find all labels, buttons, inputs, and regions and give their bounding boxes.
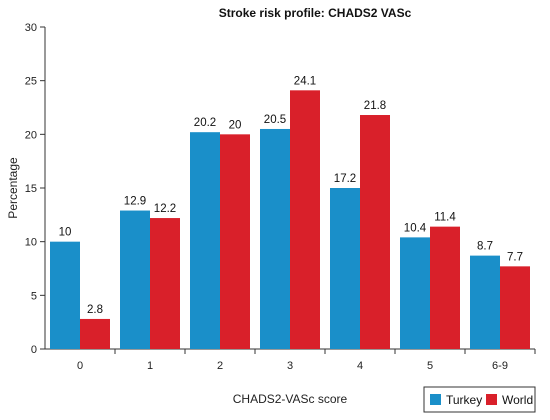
y-tick-label: 15 bbox=[25, 183, 37, 195]
bar-world-5 bbox=[430, 226, 460, 349]
y-axis-label: Percentage bbox=[6, 157, 20, 219]
bar-world-3 bbox=[290, 90, 320, 350]
data-label-turkey-1: 12.9 bbox=[124, 196, 146, 208]
bar-world-0 bbox=[80, 318, 110, 349]
x-axis-label: CHADS2-VASc score bbox=[233, 392, 348, 406]
bar-turkey-4 bbox=[330, 188, 360, 349]
x-tick-label: 0 bbox=[77, 360, 83, 372]
data-label-world-4: 21.8 bbox=[364, 100, 386, 112]
bar-turkey-6-9 bbox=[470, 255, 500, 349]
data-label-turkey-4: 17.2 bbox=[334, 173, 356, 185]
y-tick-label: 25 bbox=[25, 76, 37, 88]
legend-label-turkey: Turkey bbox=[446, 393, 482, 407]
data-label-turkey-2: 20.2 bbox=[194, 117, 216, 129]
data-label-world-6-9: 7.7 bbox=[507, 251, 523, 263]
x-tick-label: 1 bbox=[147, 360, 153, 372]
legend-swatch-world bbox=[486, 394, 497, 405]
chart-title: Stroke risk profile: CHADS2 VASc bbox=[219, 6, 412, 20]
bar-world-2 bbox=[220, 134, 250, 349]
bar-world-1 bbox=[150, 218, 180, 349]
data-label-world-0: 2.8 bbox=[87, 304, 103, 316]
data-label-world-5: 11.4 bbox=[434, 212, 456, 224]
x-tick-label: 6-9 bbox=[492, 360, 508, 372]
data-label-turkey-6-9: 8.7 bbox=[477, 241, 493, 253]
data-label-turkey-5: 10.4 bbox=[404, 222, 427, 234]
y-tick-label: 30 bbox=[25, 22, 37, 34]
x-tick-label: 3 bbox=[287, 360, 293, 372]
data-labels-group: 10 2.8 12.9 12.2 20.2 20 24.1 17.2 21.8 10.4 11.4 8… bbox=[59, 75, 523, 316]
data-label-turkey-0: 10 bbox=[59, 227, 72, 239]
legend-box bbox=[423, 386, 536, 413]
data-label-world-3: 24.1 bbox=[294, 75, 316, 87]
bar-turkey-1 bbox=[120, 210, 150, 349]
bar-turkey-5 bbox=[400, 237, 430, 349]
x-tick-label: 5 bbox=[427, 360, 433, 372]
y-tick-label: 20 bbox=[25, 129, 37, 141]
y-tick-label: 0 bbox=[31, 344, 37, 356]
x-tick-label: 4 bbox=[357, 360, 363, 372]
bar-turkey-3 bbox=[260, 128, 290, 349]
y-tick-label: 10 bbox=[25, 237, 37, 249]
bars-group bbox=[50, 90, 530, 350]
bar-turkey-2 bbox=[190, 132, 220, 349]
legend: Turkey World bbox=[423, 386, 536, 413]
y-tick-label: 5 bbox=[31, 290, 37, 302]
bar-world-4 bbox=[360, 115, 390, 349]
data-label-world-1: 12.2 bbox=[154, 203, 176, 215]
data-label-extra: 20.5 bbox=[264, 114, 286, 126]
legend-swatch-turkey bbox=[430, 394, 441, 405]
legend-label-world: World bbox=[502, 393, 533, 407]
x-tick-label: 2 bbox=[217, 360, 223, 372]
bar-turkey-0 bbox=[50, 241, 80, 349]
bar-world-6-9 bbox=[500, 266, 530, 349]
data-label-world-2: 20 bbox=[229, 119, 242, 131]
